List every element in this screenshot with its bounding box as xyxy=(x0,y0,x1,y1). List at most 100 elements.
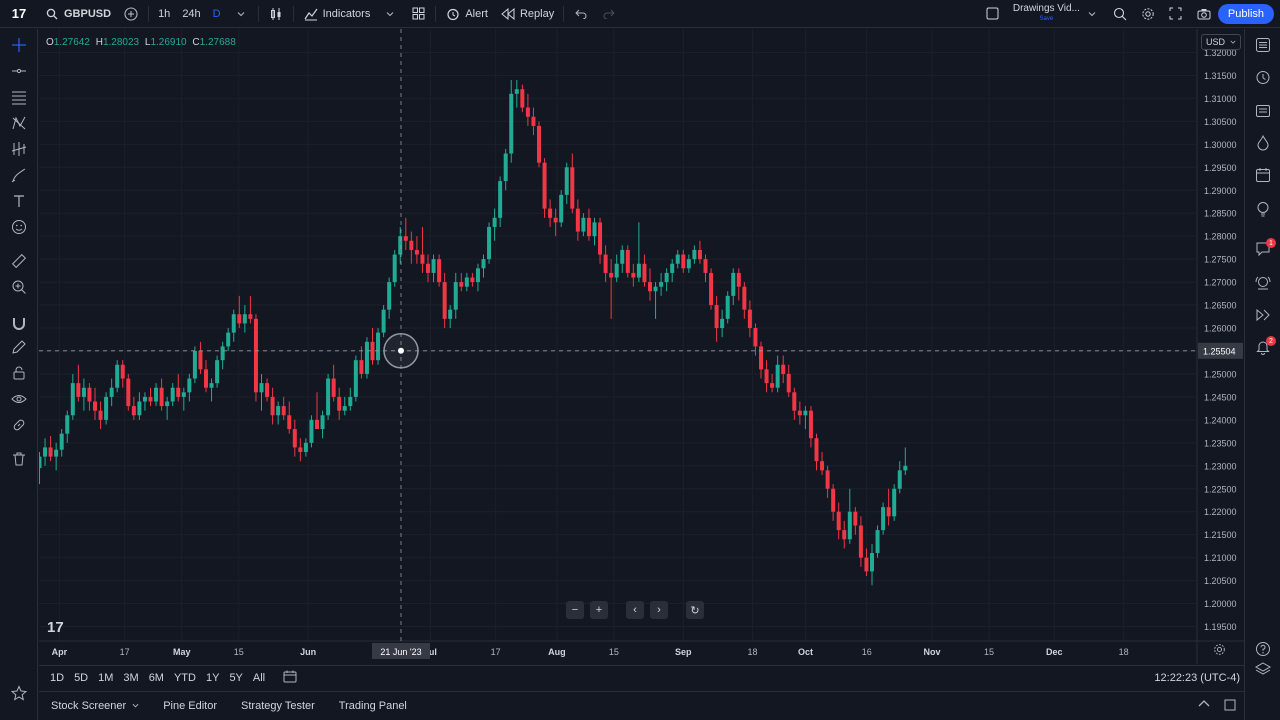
candle-body-up xyxy=(109,387,114,397)
interval-d[interactable]: D xyxy=(212,7,221,20)
scroll-left-button[interactable]: ‹ xyxy=(626,601,644,619)
fullscreen-button[interactable] xyxy=(1162,0,1190,28)
zoom-in-button[interactable]: + xyxy=(590,601,608,619)
help-button[interactable] xyxy=(1253,641,1273,661)
replay-panel-button[interactable] xyxy=(1253,307,1273,327)
calendar-button[interactable] xyxy=(1253,167,1273,187)
text-icon xyxy=(11,193,27,214)
chart-type-button[interactable] xyxy=(262,0,290,28)
candlestick-chart[interactable]: 1.32000 1.31500 1.31000 1.30500 1.30000 1.295… xyxy=(39,29,1244,664)
settings-button[interactable] xyxy=(1134,0,1162,28)
fib-tool[interactable] xyxy=(9,89,29,109)
data-window-button[interactable] xyxy=(1253,103,1273,123)
interval-1h[interactable]: 1h xyxy=(158,7,171,20)
tab-stock-screener[interactable]: Stock Screener xyxy=(39,700,151,712)
emoji-tool[interactable] xyxy=(9,219,29,239)
price-tick-label: 1.23000 xyxy=(1204,461,1237,471)
range-6m[interactable]: 6M xyxy=(148,671,164,684)
candle-body-down xyxy=(714,305,719,329)
date-range-bar: 1D 5D 1M 3M 6M YTD 1Y 5Y All 12:22:23 (U… xyxy=(39,665,1244,689)
layers-button[interactable] xyxy=(1253,661,1273,681)
candle-body-down xyxy=(609,272,614,278)
range-5d[interactable]: 5D xyxy=(74,671,89,684)
candle-body-up xyxy=(653,286,658,292)
candle-body-down xyxy=(331,378,336,397)
range-all[interactable]: All xyxy=(252,671,266,684)
go-to-date-button[interactable] xyxy=(278,670,302,686)
candle-body-up xyxy=(775,364,780,388)
chevron-down-icon xyxy=(132,700,139,712)
layouts-button[interactable] xyxy=(404,0,432,28)
range-1y[interactable]: 1Y xyxy=(205,671,220,684)
replay-button[interactable]: Replay xyxy=(494,0,560,28)
alert-button[interactable]: Alert xyxy=(439,0,494,28)
range-1d[interactable]: 1D xyxy=(50,671,65,684)
snapshot-button[interactable] xyxy=(1190,0,1218,28)
gear-icon xyxy=(1140,6,1156,22)
tradingview-logo[interactable]: 17 xyxy=(11,6,27,21)
range-5y[interactable]: 5Y xyxy=(229,671,243,684)
lock-drawings-tool[interactable] xyxy=(9,365,29,385)
symbol-search[interactable]: GBPUSD xyxy=(38,0,117,28)
alerts-button[interactable] xyxy=(1253,69,1273,89)
streams-button[interactable] xyxy=(1253,275,1273,295)
tab-strategy-tester[interactable]: Strategy Tester xyxy=(241,700,315,712)
favorites-tool[interactable] xyxy=(9,684,29,705)
interval-dropdown[interactable] xyxy=(227,0,255,28)
timezone-clock[interactable]: 12:22:23 (UTC-4) xyxy=(1154,671,1240,684)
publish-button[interactable]: Publish xyxy=(1217,3,1274,24)
chart-pane[interactable]: 1.32000 1.31500 1.31000 1.30500 1.30000 1.295… xyxy=(39,29,1244,664)
stay-in-drawing-tool[interactable] xyxy=(9,339,29,359)
watchlist-button[interactable] xyxy=(1253,37,1273,57)
quick-search-button[interactable] xyxy=(1106,0,1134,28)
maximize-panel-button[interactable] xyxy=(1224,699,1236,714)
chats-button[interactable]: 1 xyxy=(1253,238,1276,261)
hide-drawings-tool[interactable] xyxy=(9,391,29,411)
trend-line-tool[interactable] xyxy=(9,63,29,83)
candle-body-up xyxy=(847,511,852,540)
alert-label: Alert xyxy=(465,7,488,20)
drawings-layout-name[interactable]: Drawings Vid... Save xyxy=(1007,0,1106,28)
text-tool[interactable] xyxy=(9,193,29,213)
sync-drawings-tool[interactable] xyxy=(9,417,29,437)
undo-button[interactable] xyxy=(567,0,595,28)
hotlists-button[interactable] xyxy=(1253,134,1273,155)
range-3m[interactable]: 3M xyxy=(123,671,139,684)
indicators-dropdown[interactable] xyxy=(376,0,404,28)
price-tick-label: 1.29500 xyxy=(1204,163,1237,173)
brush-tool[interactable] xyxy=(9,167,29,187)
zoom-out-button[interactable]: − xyxy=(566,601,584,619)
pattern-tool[interactable] xyxy=(9,115,29,135)
redo-button[interactable] xyxy=(595,0,623,28)
candle-body-up xyxy=(620,249,625,264)
crosshair-tool[interactable] xyxy=(9,37,29,57)
tradingview-watermark-logo[interactable]: 17 xyxy=(47,619,64,636)
candle-body-down xyxy=(553,217,558,223)
magnet-tool[interactable] xyxy=(9,315,29,335)
zoom-tool[interactable] xyxy=(9,279,29,299)
collapse-panel-button[interactable] xyxy=(1198,699,1210,714)
time-tick-label: Jun xyxy=(300,647,316,657)
time-axis-settings-button[interactable] xyxy=(1213,643,1226,661)
remove-drawings-tool[interactable] xyxy=(9,451,29,471)
interval-24h[interactable]: 24h xyxy=(182,7,201,20)
range-1m[interactable]: 1M xyxy=(98,671,114,684)
candle-body-up xyxy=(181,392,186,397)
currency-selector[interactable]: USD xyxy=(1201,34,1241,50)
scroll-right-button[interactable]: › xyxy=(650,601,668,619)
tab-pine-editor[interactable]: Pine Editor xyxy=(163,700,218,712)
tab-trading-panel[interactable]: Trading Panel xyxy=(338,700,407,712)
range-ytd[interactable]: YTD xyxy=(173,671,196,684)
notifications-button[interactable]: 2 xyxy=(1253,336,1276,359)
candle-body-down xyxy=(575,208,580,232)
candle-body-down xyxy=(315,419,319,430)
compare-symbol-button[interactable] xyxy=(117,0,145,28)
prediction-tool[interactable] xyxy=(9,141,29,161)
candles-icon xyxy=(268,6,284,22)
reset-chart-button[interactable]: ↻ xyxy=(686,601,704,619)
ideas-button[interactable] xyxy=(1253,201,1273,221)
indicators-button[interactable]: Indicators xyxy=(297,0,377,28)
candle-body-down xyxy=(525,107,530,117)
measure-tool[interactable] xyxy=(9,253,29,273)
layout-menu-button[interactable] xyxy=(979,0,1007,28)
